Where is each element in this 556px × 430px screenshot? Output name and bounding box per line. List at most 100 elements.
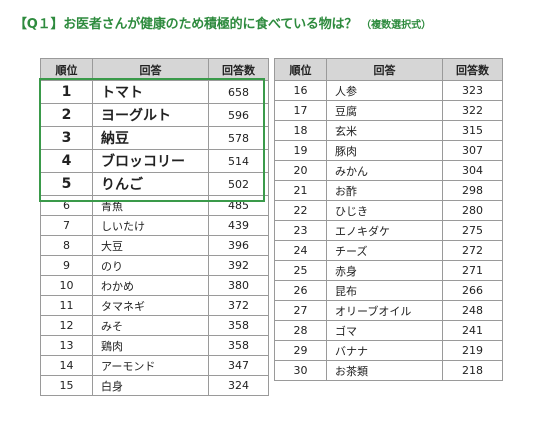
- count-cell: 315: [442, 120, 503, 141]
- rank-cell: 29: [274, 340, 327, 361]
- header-answer: 回答: [326, 58, 443, 81]
- rank-cell: 19: [274, 140, 327, 161]
- table-row: 30 お茶類 218: [274, 360, 503, 381]
- rank-cell: 18: [274, 120, 327, 141]
- title-main: 【Q１】お医者さんが健康のため積極的に食べている物は？: [14, 17, 358, 32]
- rank-cell: 28: [274, 320, 327, 341]
- count-cell: 219: [442, 340, 503, 361]
- table-row: 2 ヨーグルト 596: [40, 103, 269, 127]
- rank-cell: 4: [40, 149, 93, 173]
- answer-cell: タマネギ: [92, 295, 209, 316]
- answer-cell: 青魚: [92, 195, 209, 216]
- rank-cell: 16: [274, 80, 327, 101]
- table-row: 9 のり 392: [40, 255, 269, 276]
- answer-cell: のり: [92, 255, 209, 276]
- count-cell: 358: [208, 335, 269, 356]
- count-cell: 241: [442, 320, 503, 341]
- table-row: 29 バナナ 219: [274, 340, 503, 361]
- count-cell: 502: [208, 172, 269, 196]
- answer-cell: ヨーグルト: [92, 103, 209, 127]
- table-row: 28 ゴマ 241: [274, 320, 503, 341]
- table-row: 14 アーモンド 347: [40, 355, 269, 376]
- table-row: 16 人参 323: [274, 80, 503, 101]
- count-cell: 380: [208, 275, 269, 296]
- answer-cell: 豆腐: [326, 100, 443, 121]
- count-cell: 658: [208, 80, 269, 104]
- header-rank: 順位: [40, 58, 93, 81]
- table-row: 23 エノキダケ 275: [274, 220, 503, 241]
- rank-cell: 24: [274, 240, 327, 261]
- count-cell: 218: [442, 360, 503, 381]
- rank-cell: 2: [40, 103, 93, 127]
- count-cell: 298: [442, 180, 503, 201]
- table-row: 25 赤身 271: [274, 260, 503, 281]
- count-cell: 372: [208, 295, 269, 316]
- count-cell: 596: [208, 103, 269, 127]
- rank-cell: 27: [274, 300, 327, 321]
- answer-cell: お酢: [326, 180, 443, 201]
- rank-cell: 10: [40, 275, 93, 296]
- answer-cell: 白身: [92, 375, 209, 396]
- count-cell: 514: [208, 149, 269, 173]
- count-cell: 439: [208, 215, 269, 236]
- rank-cell: 1: [40, 80, 93, 104]
- answer-cell: 豚肉: [326, 140, 443, 161]
- answer-cell: みかん: [326, 160, 443, 181]
- count-cell: 248: [442, 300, 503, 321]
- count-cell: 485: [208, 195, 269, 216]
- header-rank: 順位: [274, 58, 327, 81]
- count-cell: 322: [442, 100, 503, 121]
- table-row: 3 納豆 578: [40, 126, 269, 150]
- count-cell: 275: [442, 220, 503, 241]
- rank-cell: 6: [40, 195, 93, 216]
- rank-cell: 23: [274, 220, 327, 241]
- rank-cell: 17: [274, 100, 327, 121]
- header-answer: 回答: [92, 58, 209, 81]
- answer-cell: お茶類: [326, 360, 443, 381]
- table-row: 8 大豆 396: [40, 235, 269, 256]
- header-count: 回答数: [208, 58, 269, 81]
- count-cell: 272: [442, 240, 503, 261]
- count-cell: 324: [208, 375, 269, 396]
- answer-cell: トマト: [92, 80, 209, 104]
- count-cell: 271: [442, 260, 503, 281]
- rank-cell: 22: [274, 200, 327, 221]
- answer-cell: チーズ: [326, 240, 443, 261]
- rank-cell: 5: [40, 172, 93, 196]
- table-row: 22 ひじき 280: [274, 200, 503, 221]
- answer-cell: エノキダケ: [326, 220, 443, 241]
- ranking-table-left: 順位 回答 回答数 1 トマト 658 2 ヨーグルト 596 3 納豆 578 4 ブロッコリー 5…: [40, 58, 269, 396]
- rank-cell: 25: [274, 260, 327, 281]
- count-cell: 578: [208, 126, 269, 150]
- rank-cell: 14: [40, 355, 93, 376]
- rank-cell: 12: [40, 315, 93, 336]
- rank-cell: 21: [274, 180, 327, 201]
- answer-cell: りんご: [92, 172, 209, 196]
- count-cell: 307: [442, 140, 503, 161]
- table-row: 17 豆腐 322: [274, 100, 503, 121]
- rank-cell: 13: [40, 335, 93, 356]
- page-title: 【Q１】お医者さんが健康のため積極的に食べている物は？ （複数選択式）: [14, 13, 431, 33]
- table-row: 4 ブロッコリー 514: [40, 149, 269, 173]
- answer-cell: 赤身: [326, 260, 443, 281]
- answer-cell: バナナ: [326, 340, 443, 361]
- rank-cell: 20: [274, 160, 327, 181]
- count-cell: 266: [442, 280, 503, 301]
- answer-cell: オリーブオイル: [326, 300, 443, 321]
- header-count: 回答数: [442, 58, 503, 81]
- table-row: 12 みそ 358: [40, 315, 269, 336]
- rank-cell: 3: [40, 126, 93, 150]
- table-row: 21 お酢 298: [274, 180, 503, 201]
- answer-cell: 大豆: [92, 235, 209, 256]
- answer-cell: 鶏肉: [92, 335, 209, 356]
- rank-cell: 9: [40, 255, 93, 276]
- answer-cell: 玄米: [326, 120, 443, 141]
- answer-cell: 人参: [326, 80, 443, 101]
- table-row: 20 みかん 304: [274, 160, 503, 181]
- table-row: 24 チーズ 272: [274, 240, 503, 261]
- table-row: 27 オリーブオイル 248: [274, 300, 503, 321]
- count-cell: 358: [208, 315, 269, 336]
- title-sub: （複数選択式）: [361, 20, 432, 31]
- answer-cell: 納豆: [92, 126, 209, 150]
- table-row: 11 タマネギ 372: [40, 295, 269, 316]
